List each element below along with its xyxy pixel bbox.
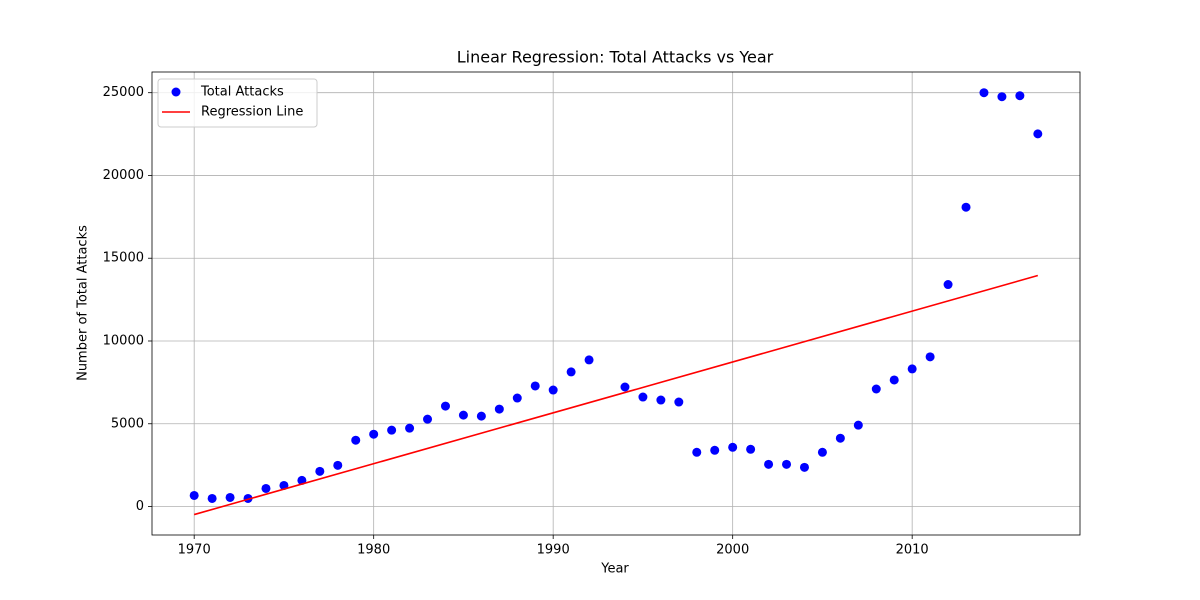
y-tick-label: 10000 [103,333,144,348]
scatter-point [728,442,738,452]
scatter-point [799,462,809,472]
scatter-point [333,460,343,470]
x-tick-label: 1990 [537,543,570,558]
scatter-point [907,364,917,374]
scatter-point [961,202,971,212]
scatter-point [512,393,522,403]
scatter-point [261,483,271,493]
regression-line [193,274,1039,516]
y-tick-label: 20000 [103,168,144,183]
scatter-point [458,410,468,420]
scatter-point [225,492,235,502]
scatter-point [566,367,576,377]
scatter-point [889,375,899,385]
scatter-point [476,411,486,421]
scatter-point [782,459,792,469]
scatter-point [207,493,217,503]
x-axis-label: Year [600,562,629,577]
chart-title: Linear Regression: Total Attacks vs Year [457,48,774,67]
scatter-point [530,381,540,391]
scatter-point [494,404,504,414]
x-tick-label: 1980 [357,543,390,558]
scatter-point [387,425,397,435]
scatter-point [692,447,702,457]
scatter-point [764,459,774,469]
y-tick-label: 25000 [103,85,144,100]
scatter-point [315,466,325,476]
scatter-point [423,414,433,424]
scatter-point [710,445,720,455]
y-tick-label: 0 [136,499,144,514]
x-tick-label: 2000 [716,543,749,558]
y-axis-label: Number of Total Attacks [76,225,91,381]
scatter-point [674,397,684,407]
y-tick-label: 5000 [111,416,144,431]
scatter-point [979,88,989,98]
scatter-point [871,384,881,394]
scatter-point [817,447,827,457]
scatter-point [853,420,863,430]
scatter-point [656,395,666,405]
scatter-point [369,429,379,439]
scatter-point [1033,129,1043,139]
x-tick-label: 2010 [896,543,929,558]
scatter-point [746,444,756,454]
scatter-point [189,490,199,500]
scatter-point [835,433,845,443]
scatter-point [351,435,361,445]
x-tick-label: 1970 [178,543,211,558]
scatter-point [925,352,935,362]
legend-label: Total Attacks [200,85,284,100]
legend-marker [171,87,181,97]
plot-frame [151,71,1081,536]
legend-label: Regression Line [201,105,303,120]
scatter-point [440,401,450,411]
legend-box [157,78,318,128]
scatter-point [405,423,415,433]
scatter-point [620,382,630,392]
scatter-point [997,92,1007,102]
scatter-point [943,280,953,290]
scatter-point [548,385,558,395]
scatter-point [638,392,648,402]
y-tick-label: 15000 [103,251,144,266]
scatter-point [1015,91,1025,101]
scatter-point [584,355,594,365]
